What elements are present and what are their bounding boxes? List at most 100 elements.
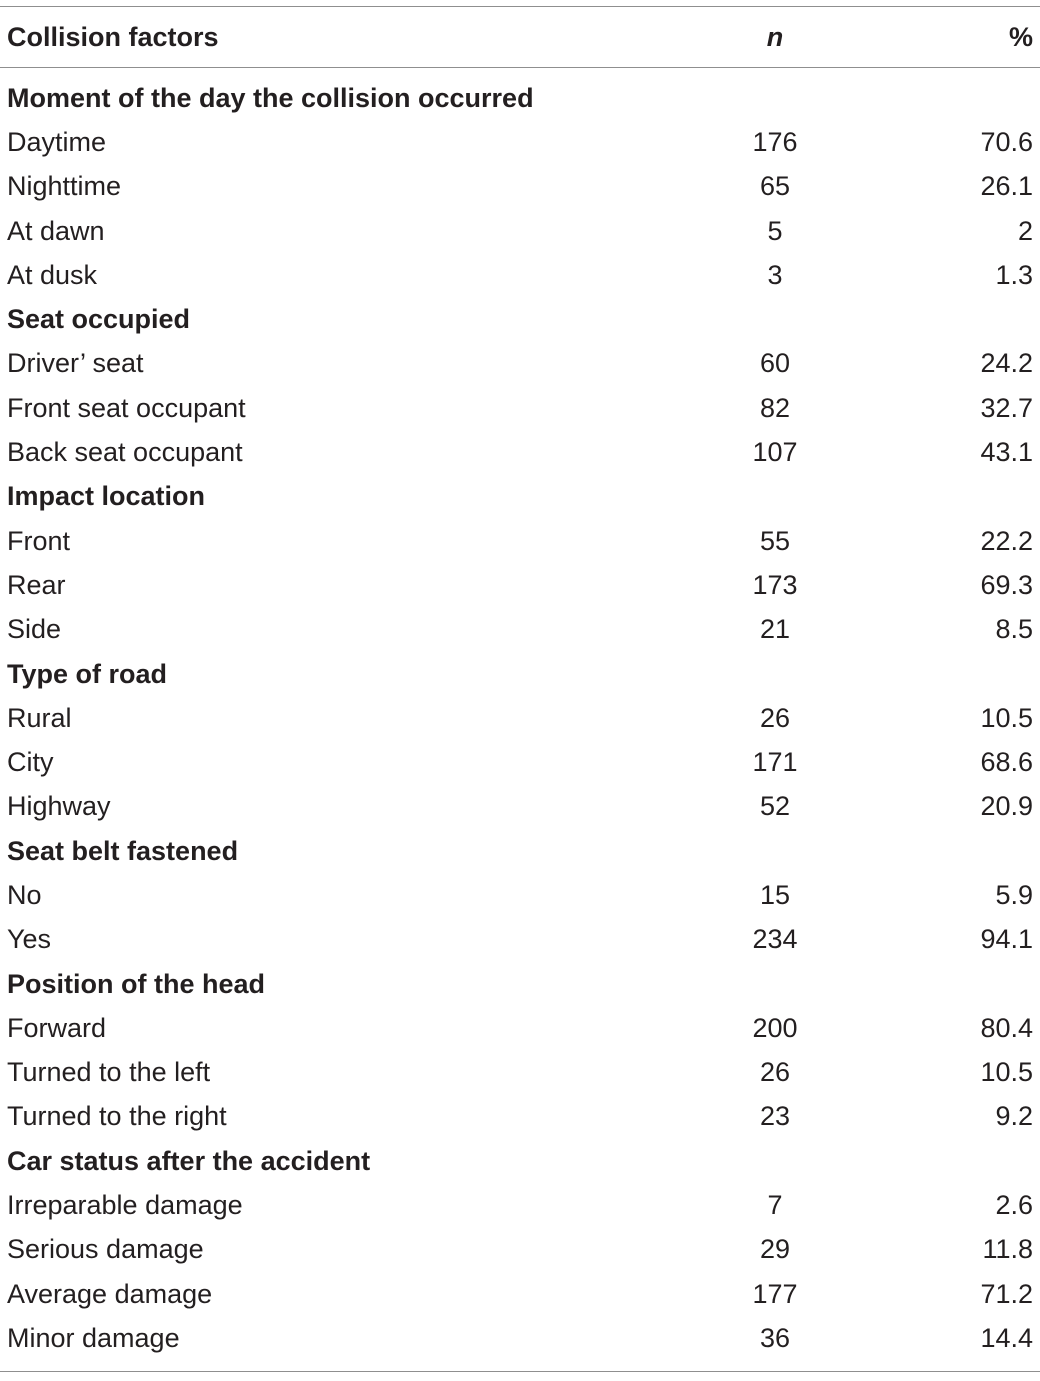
row-n-value: 65 [759,171,791,202]
row-percent-value: 32.7 [980,392,1033,423]
row-percent-value: 70.6 [980,126,1033,157]
section-title: Type of road [7,658,168,689]
section-title: Seat occupied [7,304,191,335]
row-n-value: 26 [759,1057,791,1088]
row-label: At dusk [7,259,98,290]
table-row: Driver’ seat 60 24.2 [0,342,1040,386]
row-n-value: 7 [767,1190,783,1221]
section-title: Position of the head [7,968,266,999]
section-header-row: Car status after the accident [0,1139,1040,1183]
row-n-value: 29 [759,1234,791,1265]
table-row: Turned to the left 26 10.5 [0,1051,1040,1095]
row-percent-value: 80.4 [980,1012,1033,1043]
row-label: Turned to the left [7,1057,211,1088]
table-row: Irreparable damage 7 2.6 [0,1183,1040,1227]
row-percent-value: 69.3 [980,569,1033,600]
table-row: At dusk 3 1.3 [0,253,1040,297]
table-row: Rural 26 10.5 [0,696,1040,740]
table-row: At dawn 5 2 [0,209,1040,253]
row-percent-value: 1.3 [995,259,1033,290]
table-row: Turned to the right 23 9.2 [0,1095,1040,1139]
row-percent-value: 94.1 [980,924,1033,955]
table-row: City 171 68.6 [0,740,1040,784]
section-header-row: Moment of the day the collision occurred [0,76,1040,120]
row-label: Front [7,525,71,556]
header-collision-factors: Collision factors [7,21,219,52]
table-row: Daytime 176 70.6 [0,120,1040,164]
row-n-value: 55 [759,525,791,556]
row-n-value: 23 [759,1101,791,1132]
row-label: Rural [7,702,72,733]
row-label: Side [7,614,62,645]
row-percent-value: 20.9 [980,791,1033,822]
row-percent-value: 14.4 [980,1322,1033,1353]
row-label: At dawn [7,215,105,246]
table-row: Nighttime 65 26.1 [0,165,1040,209]
row-label: Irreparable damage [7,1190,243,1221]
section-title: Seat belt fastened [7,835,239,866]
row-label: Yes [7,924,52,955]
header-rule [0,67,1040,68]
row-label: Nighttime [7,171,122,202]
row-percent-value: 43.1 [980,437,1033,468]
row-n-value: 5 [767,215,783,246]
row-n-value: 176 [752,126,798,157]
row-label: No [7,879,42,910]
row-percent-value: 9.2 [995,1101,1033,1132]
row-label: City [7,747,54,778]
row-percent-value: 8.5 [995,614,1033,645]
row-percent-value: 11.8 [982,1234,1033,1265]
row-label: Highway [7,791,111,822]
row-n-value: 177 [752,1278,798,1309]
row-percent-value: 2.6 [995,1190,1033,1221]
table-row: Highway 52 20.9 [0,785,1040,829]
section-header-row: Position of the head [0,962,1040,1006]
section-title: Impact location [7,481,206,512]
row-label: Driver’ seat [7,348,144,379]
table-row: Side 21 8.5 [0,608,1040,652]
table-row: Rear 173 69.3 [0,563,1040,607]
row-label: Rear [7,569,66,600]
row-percent-value: 71.2 [980,1278,1033,1309]
row-n-value: 82 [759,392,791,423]
table-row: Average damage 177 71.2 [0,1272,1040,1316]
row-label: Serious damage [7,1234,204,1265]
section-title: Car status after the accident [7,1145,371,1176]
row-n-value: 60 [759,348,791,379]
row-label: Front seat occupant [7,392,246,423]
row-n-value: 173 [752,569,798,600]
top-rule [0,6,1040,7]
row-label: Average damage [7,1278,213,1309]
row-n-value: 107 [752,437,798,468]
section-header-row: Seat belt fastened [0,829,1040,873]
header-percent: % [1008,21,1033,52]
collision-factors-table: Collision factors n % Moment of the day … [0,6,1040,1372]
table-row: Front 55 22.2 [0,519,1040,563]
header-n: n [766,21,784,52]
row-n-value: 3 [767,259,783,290]
table-body: Moment of the day the collision occurred… [0,68,1040,1371]
row-label: Daytime [7,126,107,157]
section-header-row: Impact location [0,475,1040,519]
row-n-value: 200 [752,1012,798,1043]
table-header: Collision factors n % [0,7,1040,67]
table-row: Forward 200 80.4 [0,1006,1040,1050]
table-row: No 15 5.9 [0,873,1040,917]
bottom-rule [0,1370,1040,1372]
table-row: Serious damage 29 11.8 [0,1228,1040,1272]
row-percent-value: 26.1 [980,171,1033,202]
row-n-value: 26 [759,702,791,733]
row-label: Back seat occupant [7,437,243,468]
row-label: Minor damage [7,1322,180,1353]
row-percent-value: 22.2 [980,525,1033,556]
row-percent-value: 24.2 [980,348,1033,379]
row-label: Turned to the right [7,1101,227,1132]
table-row: Back seat occupant 107 43.1 [0,430,1040,474]
row-n-value: 234 [752,924,798,955]
table-row: Yes 234 94.1 [0,918,1040,962]
section-header-row: Seat occupied [0,297,1040,341]
table-row: Minor damage 36 14.4 [0,1316,1040,1360]
row-percent-value: 68.6 [980,747,1033,778]
row-label: Forward [7,1012,107,1043]
row-n-value: 21 [759,614,791,645]
